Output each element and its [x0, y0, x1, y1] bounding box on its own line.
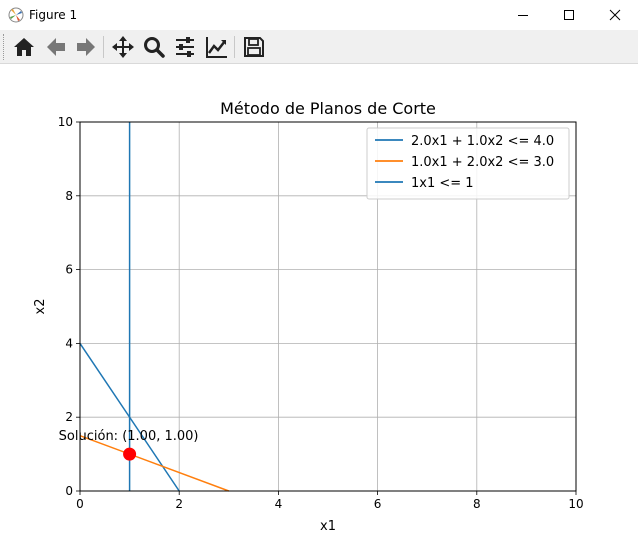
legend-label: 1x1 <= 1	[411, 176, 474, 191]
series-lines	[79, 122, 230, 492]
save-button[interactable]	[241, 34, 267, 60]
maximize-icon	[564, 10, 574, 20]
y-axis-label: x2	[33, 299, 48, 315]
x-tick-label: 6	[374, 497, 382, 511]
y-tick-label: 10	[58, 115, 73, 129]
figure-canvas[interactable]: 0 2 4 6 8 10 0 2 4 6 8 10 Método de Planos de Corte…	[0, 64, 638, 543]
toolbar-separator	[234, 36, 235, 58]
forward-button[interactable]	[73, 34, 99, 60]
home-button[interactable]	[11, 34, 37, 60]
toolbar-separator	[103, 36, 104, 58]
chart-title: Método de Planos de Corte	[220, 99, 436, 118]
y-tick-label: 4	[65, 336, 73, 350]
y-tick-label: 6	[65, 263, 73, 277]
maximize-button[interactable]	[546, 0, 592, 30]
minimize-icon	[518, 15, 528, 16]
x-tick-label: 2	[175, 497, 183, 511]
x-tick-label: 10	[568, 497, 583, 511]
solution-label: Solución: (1.00, 1.00)	[59, 429, 199, 444]
back-arrow-icon	[47, 38, 65, 56]
x-axis-label: x1	[320, 519, 336, 534]
edit-axis-icon	[206, 37, 227, 58]
solution-layer: Solución: (1.00, 1.00)	[59, 429, 199, 461]
axis-ticks: 0 2 4 6 8 10 0 2 4 6 8 10	[58, 115, 584, 511]
legend-label: 1.0x1 + 2.0x2 <= 3.0	[411, 155, 554, 170]
pan-button[interactable]	[110, 34, 136, 60]
y-tick-label: 2	[65, 410, 73, 424]
navigation-toolbar	[0, 30, 638, 64]
y-tick-label: 8	[65, 189, 73, 203]
forward-arrow-icon	[77, 38, 95, 56]
legend: 2.0x1 + 1.0x2 <= 4.0 1.0x1 + 2.0x2 <= 3.0…	[366, 127, 570, 200]
configure-subplots-button[interactable]	[172, 34, 198, 60]
zoom-button[interactable]	[141, 34, 167, 60]
toolbar-grip	[3, 34, 7, 60]
legend-label: 2.0x1 + 1.0x2 <= 4.0	[411, 134, 554, 149]
configure-subplots-icon	[176, 37, 194, 57]
home-icon	[14, 38, 34, 56]
zoom-icon	[144, 37, 165, 58]
plot-chart[interactable]: 0 2 4 6 8 10 0 2 4 6 8 10 Método de Planos de Corte…	[0, 64, 638, 543]
solution-marker	[123, 447, 137, 461]
edit-axis-button[interactable]	[204, 34, 230, 60]
window-title: Figure 1	[29, 8, 78, 22]
close-icon	[609, 9, 621, 21]
save-icon	[244, 37, 264, 57]
legend-box	[366, 127, 570, 200]
window-titlebar: Figure 1	[0, 0, 638, 30]
series-line	[79, 434, 230, 492]
minimize-button[interactable]	[500, 0, 546, 30]
matplotlib-icon	[8, 7, 24, 23]
axes-frame	[79, 121, 577, 492]
back-button[interactable]	[43, 34, 69, 60]
pan-icon	[112, 36, 134, 58]
x-tick-label: 8	[473, 497, 481, 511]
x-tick-label: 0	[76, 497, 84, 511]
close-button[interactable]	[592, 0, 638, 30]
y-tick-label: 0	[65, 484, 73, 498]
x-tick-label: 4	[275, 497, 283, 511]
